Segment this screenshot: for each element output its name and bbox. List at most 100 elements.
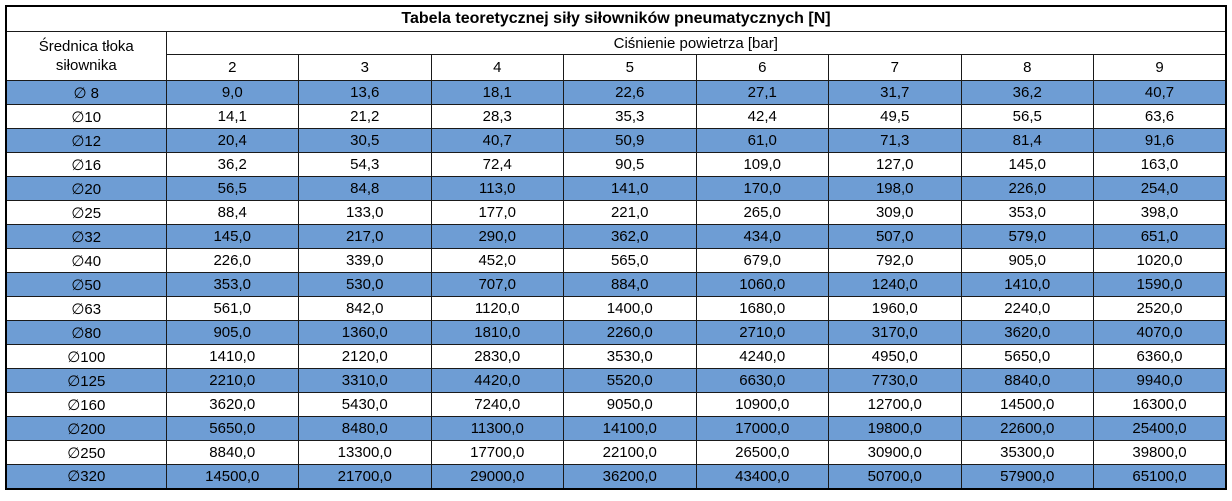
force-value-cell: 26500,0 — [695, 440, 829, 465]
force-value-cell: 35300,0 — [960, 440, 1094, 465]
force-value-cell: 17000,0 — [695, 416, 829, 441]
force-value-cell: 7730,0 — [828, 368, 962, 393]
force-value-cell: 1410,0 — [960, 272, 1094, 297]
force-value-cell: 56,5 — [165, 176, 299, 201]
table-row: ∅250 8840,0 13300,0 17700,0 22100,0 26500,0 30… — [5, 440, 1227, 465]
force-value-cell: 40,7 — [430, 128, 564, 153]
force-value-cell: 3170,0 — [828, 320, 962, 345]
force-value-cell: 49,5 — [828, 104, 962, 129]
force-value-cell: 61,0 — [695, 128, 829, 153]
force-value-cell: 651,0 — [1093, 224, 1227, 249]
pressure-column-header: 8 — [960, 54, 1094, 81]
force-value-cell: 561,0 — [165, 296, 299, 321]
force-value-cell: 905,0 — [960, 248, 1094, 273]
force-value-cell: 22600,0 — [960, 416, 1094, 441]
pressure-column-header: 6 — [695, 54, 829, 81]
force-value-cell: 339,0 — [298, 248, 432, 273]
force-value-cell: 91,6 — [1093, 128, 1227, 153]
diameter-cell: ∅125 — [5, 368, 167, 393]
pressure-column-header: 7 — [828, 54, 962, 81]
force-value-cell: 50,9 — [563, 128, 697, 153]
force-value-cell: 507,0 — [828, 224, 962, 249]
force-value-cell: 42,4 — [695, 104, 829, 129]
diameter-cell: ∅ 8 — [5, 80, 167, 105]
diameter-cell: ∅10 — [5, 104, 167, 129]
table-row: ∅25 88,4 133,0 177,0 221,0 265,0 309,0 353,0 398… — [5, 200, 1227, 225]
force-value-cell: 1590,0 — [1093, 272, 1227, 297]
force-value-cell: 8480,0 — [298, 416, 432, 441]
force-value-cell: 21,2 — [298, 104, 432, 129]
force-value-cell: 63,6 — [1093, 104, 1227, 129]
force-value-cell: 265,0 — [695, 200, 829, 225]
table-row: ∅ 8 9,0 13,6 18,1 22,6 27,1 31,7 36,2 40,7 — [5, 80, 1227, 105]
force-value-cell: 36,2 — [960, 80, 1094, 105]
pressure-column-header: 5 — [563, 54, 697, 81]
force-value-cell: 11300,0 — [430, 416, 564, 441]
force-value-cell: 10900,0 — [695, 392, 829, 417]
table-row: ∅125 2210,0 3310,0 4420,0 5520,0 6630,0 7730,0… — [5, 368, 1227, 393]
force-value-cell: 842,0 — [298, 296, 432, 321]
force-value-cell: 21700,0 — [298, 464, 432, 489]
force-value-cell: 18,1 — [430, 80, 564, 105]
force-value-cell: 22100,0 — [563, 440, 697, 465]
force-value-cell: 353,0 — [960, 200, 1094, 225]
force-value-cell: 1060,0 — [695, 272, 829, 297]
force-value-cell: 4240,0 — [695, 344, 829, 369]
table-row: ∅40 226,0 339,0 452,0 565,0 679,0 792,0 905,0 10… — [5, 248, 1227, 273]
force-value-cell: 362,0 — [563, 224, 697, 249]
force-value-cell: 4420,0 — [430, 368, 564, 393]
force-value-cell: 90,5 — [563, 152, 697, 177]
force-value-cell: 254,0 — [1093, 176, 1227, 201]
force-value-cell: 217,0 — [298, 224, 432, 249]
force-value-cell: 39800,0 — [1093, 440, 1227, 465]
diameter-cell: ∅320 — [5, 464, 167, 489]
force-value-cell: 5650,0 — [960, 344, 1094, 369]
force-value-cell: 20,4 — [165, 128, 299, 153]
table-row: ∅160 3620,0 5430,0 7240,0 9050,0 10900,0 12700… — [5, 392, 1227, 417]
force-value-cell: 221,0 — [563, 200, 697, 225]
force-value-cell: 1680,0 — [695, 296, 829, 321]
force-value-cell: 35,3 — [563, 104, 697, 129]
force-value-cell: 56,5 — [960, 104, 1094, 129]
force-value-cell: 579,0 — [960, 224, 1094, 249]
force-value-cell: 905,0 — [165, 320, 299, 345]
pressure-column-header: 4 — [430, 54, 564, 81]
pressure-column-header: 3 — [298, 54, 432, 81]
force-value-cell: 2210,0 — [165, 368, 299, 393]
force-value-cell: 88,4 — [165, 200, 299, 225]
force-value-cell: 19800,0 — [828, 416, 962, 441]
title-row: Tabela teoretycznej siły siłowników pneu… — [5, 5, 1227, 32]
pressure-column-header: 2 — [165, 54, 299, 81]
table-title: Tabela teoretycznej siły siłowników pneu… — [5, 5, 1227, 32]
force-value-cell: 28,3 — [430, 104, 564, 129]
table-row: ∅320 14500,0 21700,0 29000,0 36200,0 43400,0 5… — [5, 464, 1227, 489]
force-value-cell: 1360,0 — [298, 320, 432, 345]
diameter-cell: ∅160 — [5, 392, 167, 417]
force-value-cell: 50700,0 — [828, 464, 962, 489]
force-value-cell: 113,0 — [430, 176, 564, 201]
force-value-cell: 2710,0 — [695, 320, 829, 345]
force-value-cell: 8840,0 — [960, 368, 1094, 393]
diameter-cell: ∅32 — [5, 224, 167, 249]
force-value-cell: 14,1 — [165, 104, 299, 129]
force-value-cell: 25400,0 — [1093, 416, 1227, 441]
diameter-cell: ∅25 — [5, 200, 167, 225]
force-value-cell: 30,5 — [298, 128, 432, 153]
force-value-cell: 13300,0 — [298, 440, 432, 465]
force-value-cell: 226,0 — [960, 176, 1094, 201]
header-group-row: Średnica tłoka siłownika Ciśnienie powie… — [5, 31, 1227, 81]
force-value-cell: 3620,0 — [165, 392, 299, 417]
force-value-cell: 71,3 — [828, 128, 962, 153]
force-value-cell: 36200,0 — [563, 464, 697, 489]
force-value-cell: 9940,0 — [1093, 368, 1227, 393]
force-value-cell: 353,0 — [165, 272, 299, 297]
force-value-cell: 141,0 — [563, 176, 697, 201]
force-value-cell: 22,6 — [563, 80, 697, 105]
force-value-cell: 707,0 — [430, 272, 564, 297]
force-value-cell: 198,0 — [828, 176, 962, 201]
force-value-cell: 36,2 — [165, 152, 299, 177]
force-value-cell: 5650,0 — [165, 416, 299, 441]
force-value-cell: 1120,0 — [430, 296, 564, 321]
force-value-cell: 31,7 — [828, 80, 962, 105]
